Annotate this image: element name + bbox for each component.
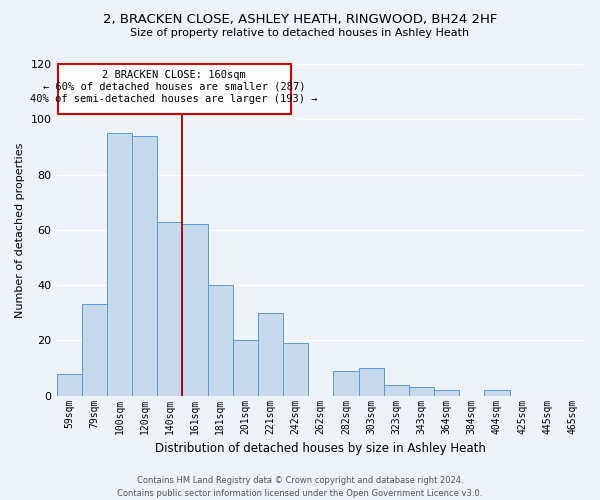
Bar [182, 224, 208, 396]
Bar [208, 285, 233, 396]
Bar [82, 304, 107, 396]
Bar [233, 340, 258, 396]
X-axis label: Distribution of detached houses by size in Ashley Heath: Distribution of detached houses by size … [155, 442, 486, 455]
FancyBboxPatch shape [58, 64, 290, 114]
Bar [157, 222, 182, 396]
Bar [132, 136, 157, 396]
Bar [383, 384, 409, 396]
Bar [283, 343, 308, 396]
Text: 2, BRACKEN CLOSE, ASHLEY HEATH, RINGWOOD, BH24 2HF: 2, BRACKEN CLOSE, ASHLEY HEATH, RINGWOOD… [103, 12, 497, 26]
Bar [484, 390, 509, 396]
Text: Size of property relative to detached houses in Ashley Heath: Size of property relative to detached ho… [130, 28, 470, 38]
Text: ← 60% of detached houses are smaller (287): ← 60% of detached houses are smaller (28… [43, 82, 305, 92]
Y-axis label: Number of detached properties: Number of detached properties [15, 142, 25, 318]
Text: 2 BRACKEN CLOSE: 160sqm: 2 BRACKEN CLOSE: 160sqm [103, 70, 246, 80]
Bar [107, 133, 132, 396]
Bar [258, 312, 283, 396]
Bar [56, 374, 82, 396]
Bar [434, 390, 459, 396]
Bar [359, 368, 383, 396]
Text: Contains HM Land Registry data © Crown copyright and database right 2024.
Contai: Contains HM Land Registry data © Crown c… [118, 476, 482, 498]
Bar [334, 371, 359, 396]
Bar [409, 388, 434, 396]
Text: 40% of semi-detached houses are larger (193) →: 40% of semi-detached houses are larger (… [31, 94, 318, 104]
